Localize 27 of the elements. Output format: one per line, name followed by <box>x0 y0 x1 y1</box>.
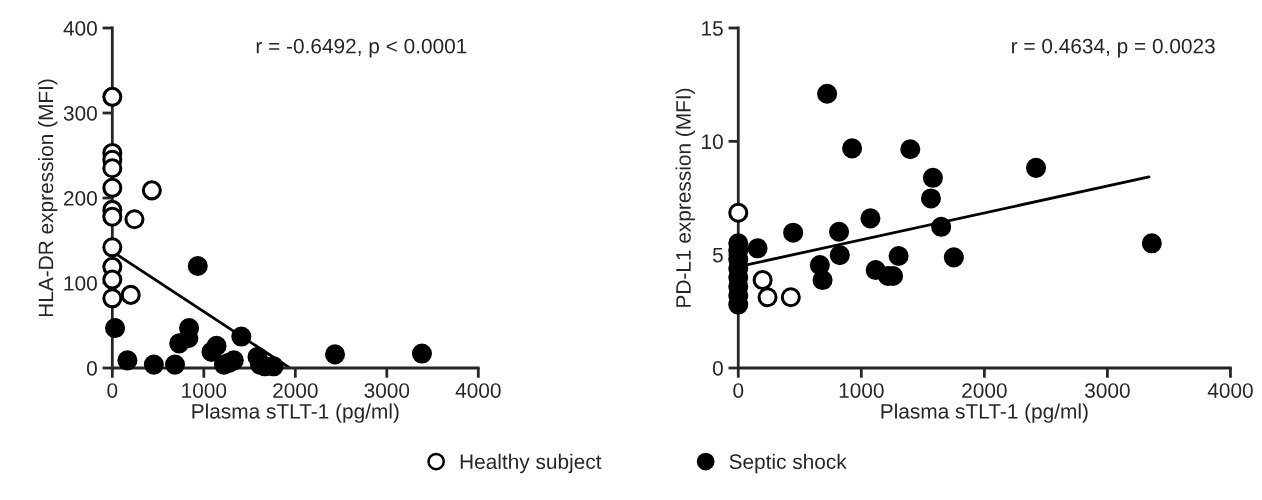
x-tick-label: 2000 <box>273 383 318 398</box>
x-tick-label: 4000 <box>1207 383 1253 398</box>
x-tick-label: 0 <box>107 383 118 398</box>
y-tick-label: 0 <box>712 361 723 376</box>
annotation: r = 0.4634, p = 0.0023 <box>1012 38 1215 58</box>
y-tick-label: 300 <box>63 106 97 121</box>
y-tick-label: 200 <box>64 191 97 206</box>
y-tick-label: 400 <box>63 21 97 36</box>
legend-label: Healthy subject <box>460 453 602 474</box>
y-axis-title: PD-L1 expression (MFI) <box>675 88 695 307</box>
y-tick-label: 10 <box>702 134 723 150</box>
x-tick-label: 2000 <box>962 383 1007 398</box>
y-axis-title: HLA-DR expression (MFI) <box>38 79 58 317</box>
x-axis-title: Plasma sTLT-1 (pg/ml) <box>881 403 1088 423</box>
x-axis-title: Plasma sTLT-1 (pg/ml) <box>192 403 399 423</box>
y-tick-label: 0 <box>86 361 97 376</box>
y-tick-label: 15 <box>702 21 723 36</box>
x-tick-label: 1000 <box>839 383 884 398</box>
x-tick-label: 4000 <box>455 383 501 398</box>
x-tick-label: 1000 <box>182 383 227 398</box>
y-tick-label: 5 <box>712 247 723 263</box>
x-tick-label: 3000 <box>1085 383 1130 398</box>
annotation: r = -0.6492, p < 0.0001 <box>256 38 467 58</box>
x-tick-label: 3000 <box>364 383 410 398</box>
legend-label: Septic shock <box>729 453 847 474</box>
y-tick-label: 100 <box>64 276 97 291</box>
x-tick-label: 0 <box>733 383 744 398</box>
